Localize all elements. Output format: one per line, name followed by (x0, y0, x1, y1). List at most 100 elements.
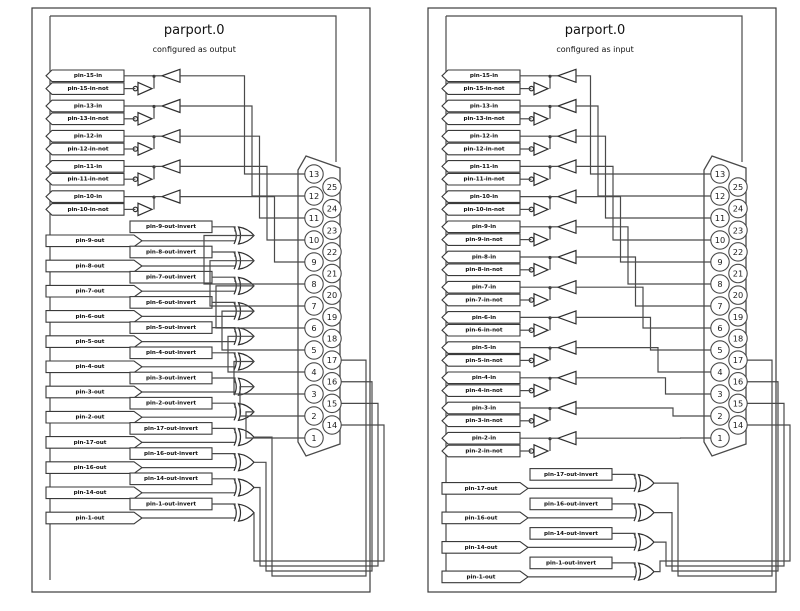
output-panel-xor-11 (237, 503, 255, 522)
input-panel-signal-pin-2-in-not-label: pin-2-in-not (465, 448, 502, 454)
output-panel-pin-17[interactable] (322, 350, 342, 370)
input-panel-signal-pin-9-in-not-label: pin-9-in-not (465, 237, 502, 243)
output-panel-pin-20[interactable] (322, 285, 342, 305)
output-panel-signal-pin-3-out-label: pin-3-out (76, 389, 105, 395)
input-panel-xor-1 (637, 503, 655, 522)
output-panel-signal-pin-14-out-invert-label: pin-14-out-invert (144, 476, 198, 482)
output-panel-w-inv-1 (212, 251, 236, 257)
input-panel-signal-pin-8-in-not (441, 263, 521, 277)
input-panel-pin-25[interactable] (728, 177, 748, 197)
input-panel-pin-16-label: 16 (733, 377, 743, 387)
output-panel-pin-18-label: 18 (327, 333, 337, 343)
input-panel-xor-3 (637, 562, 655, 581)
input-panel-xor-2 (637, 532, 655, 552)
output-panel-inverter-1 (137, 111, 154, 126)
input-panel-pin-23[interactable] (728, 220, 748, 241)
input-panel-pin-19[interactable] (728, 307, 748, 327)
output-panel-pin-23[interactable] (322, 220, 342, 241)
input-panel-inverter-7 (533, 292, 550, 308)
input-panel-pin-22[interactable] (728, 242, 748, 262)
input-panel-pin-21[interactable] (728, 263, 748, 284)
input-panel-inverter-4 (533, 202, 550, 217)
input-panel-signal-pin-3-in-not (441, 414, 521, 428)
input-panel-buffer-9 (556, 340, 577, 355)
input-panel-signal-pin-11-in-not (441, 172, 521, 186)
output-panel-route-out-9 (254, 381, 373, 572)
output-panel-route-in-4 (180, 196, 305, 263)
output-panel-signal-pin-4-out (45, 360, 143, 374)
input-panel-signal-pin-14-out (441, 541, 529, 554)
input-panel-buffer-8 (556, 310, 577, 325)
output-panel-signal-pin-5-out-label: pin-5-out (76, 339, 105, 345)
input-panel-route-in-8 (576, 316, 711, 351)
input-panel-route-out-1 (654, 381, 779, 572)
input-panel-signal-pin-4-in-not (441, 384, 521, 397)
input-panel-pin-15-label: 15 (733, 398, 743, 408)
output-panel-pin-15[interactable] (322, 393, 342, 414)
output-panel-signal-pin-3-out-invert-label: pin-3-out-invert (146, 375, 196, 381)
input-panel-w-inv-2 (612, 532, 636, 539)
output-panel-inverter-2 (137, 141, 154, 157)
output-panel-signal-pin-2-out (45, 410, 143, 424)
input-panel-pin-24-label: 24 (733, 204, 743, 214)
output-panel-pin-22[interactable] (322, 242, 342, 262)
input-panel-pin-11-label: 11 (715, 213, 725, 223)
output-panel-inverter-4 (137, 202, 154, 217)
output-panel-signal-pin-1-out (45, 511, 143, 525)
output-panel-pin-21[interactable] (322, 263, 342, 284)
input-panel-signal-pin-13-in-label: pin-13-in (470, 103, 498, 109)
output-panel-buffer-1 (160, 98, 181, 114)
input-panel-signal-pin-5-in-not-label: pin-5-in-not (465, 358, 502, 364)
output-panel-subtitle: configured as output (153, 45, 236, 54)
output-panel-signal-pin-11-in (45, 160, 125, 173)
output-panel-route-out-5 (233, 360, 305, 395)
input-panel-signal-pin-17-out (441, 482, 529, 495)
output-panel-pin-25[interactable] (322, 177, 342, 197)
input-panel-inverter-9 (533, 353, 550, 368)
output-panel-pin-24[interactable] (322, 198, 342, 219)
input-panel-signal-pin-12-in (441, 129, 521, 143)
output-panel-signal-pin-1-out-invert-label: pin-1-out-invert (146, 501, 196, 507)
input-panel-pin-20[interactable] (728, 285, 748, 305)
output-panel-signal-pin-17-out-label: pin-17-out (74, 440, 107, 446)
input-panel-signal-pin-16-out-invert-label: pin-16-out-invert (544, 501, 598, 507)
output-panel-signal-pin-1-out-label: pin-1-out (76, 515, 105, 521)
input-panel-w-inv-0 (612, 473, 636, 480)
input-panel-pin-18[interactable] (728, 328, 748, 349)
output-panel-signal-pin-11-in-not (45, 172, 125, 186)
input-panel-pin-24[interactable] (728, 198, 748, 219)
input-panel-inverter-5 (533, 232, 550, 247)
output-panel-signal-pin-8-out-label: pin-8-out (76, 263, 105, 269)
output-panel-signal-pin-7-out (45, 284, 143, 298)
output-panel-pin-19[interactable] (322, 307, 342, 327)
input-panel-route-in-10 (576, 377, 711, 395)
input-panel-signal-pin-7-in-not (441, 293, 521, 307)
input-panel-xor-0 (637, 473, 655, 493)
input-panel-w-inv-1 (612, 503, 636, 509)
input-panel-route-in-2 (576, 135, 711, 219)
output-panel-pin-16[interactable] (322, 371, 342, 392)
input-panel-signal-pin-11-in-label: pin-11-in (470, 164, 498, 170)
input-panel-pin-17-label: 17 (733, 355, 743, 365)
output-panel-buffer-2 (160, 128, 181, 144)
input-panel-signal-pin-2-in-label: pin-2-in (472, 436, 496, 442)
output-panel-inverter-0 (137, 81, 154, 96)
input-panel-signal-pin-13-in-not-label: pin-13-in-not (463, 116, 504, 122)
input-panel-signal-pin-16-out (441, 511, 529, 525)
input-panel-signal-pin-9-in-label: pin-9-in (472, 224, 496, 230)
output-panel-buffer-0 (160, 68, 181, 84)
output-panel-pin-18[interactable] (322, 328, 342, 349)
input-panel-pin-6-label: 6 (717, 323, 722, 333)
input-panel-signal-pin-11-in-not-label: pin-11-in-not (463, 177, 504, 183)
input-panel-signal-pin-2-in-not (441, 444, 521, 458)
input-panel-pin-5-label: 5 (717, 345, 722, 355)
output-panel-pin-15-label: 15 (327, 398, 337, 408)
input-panel-subtitle: configured as input (556, 45, 633, 54)
input-panel-signal-pin-4-in-not-label: pin-4-in-not (465, 388, 502, 394)
output-panel-pin-14[interactable] (322, 415, 342, 435)
input-panel-signal-pin-6-in-not-label: pin-6-in-not (465, 328, 502, 334)
input-panel-frame (427, 7, 777, 593)
input-panel-signal-pin-1-out-label: pin-1-out (467, 574, 496, 580)
